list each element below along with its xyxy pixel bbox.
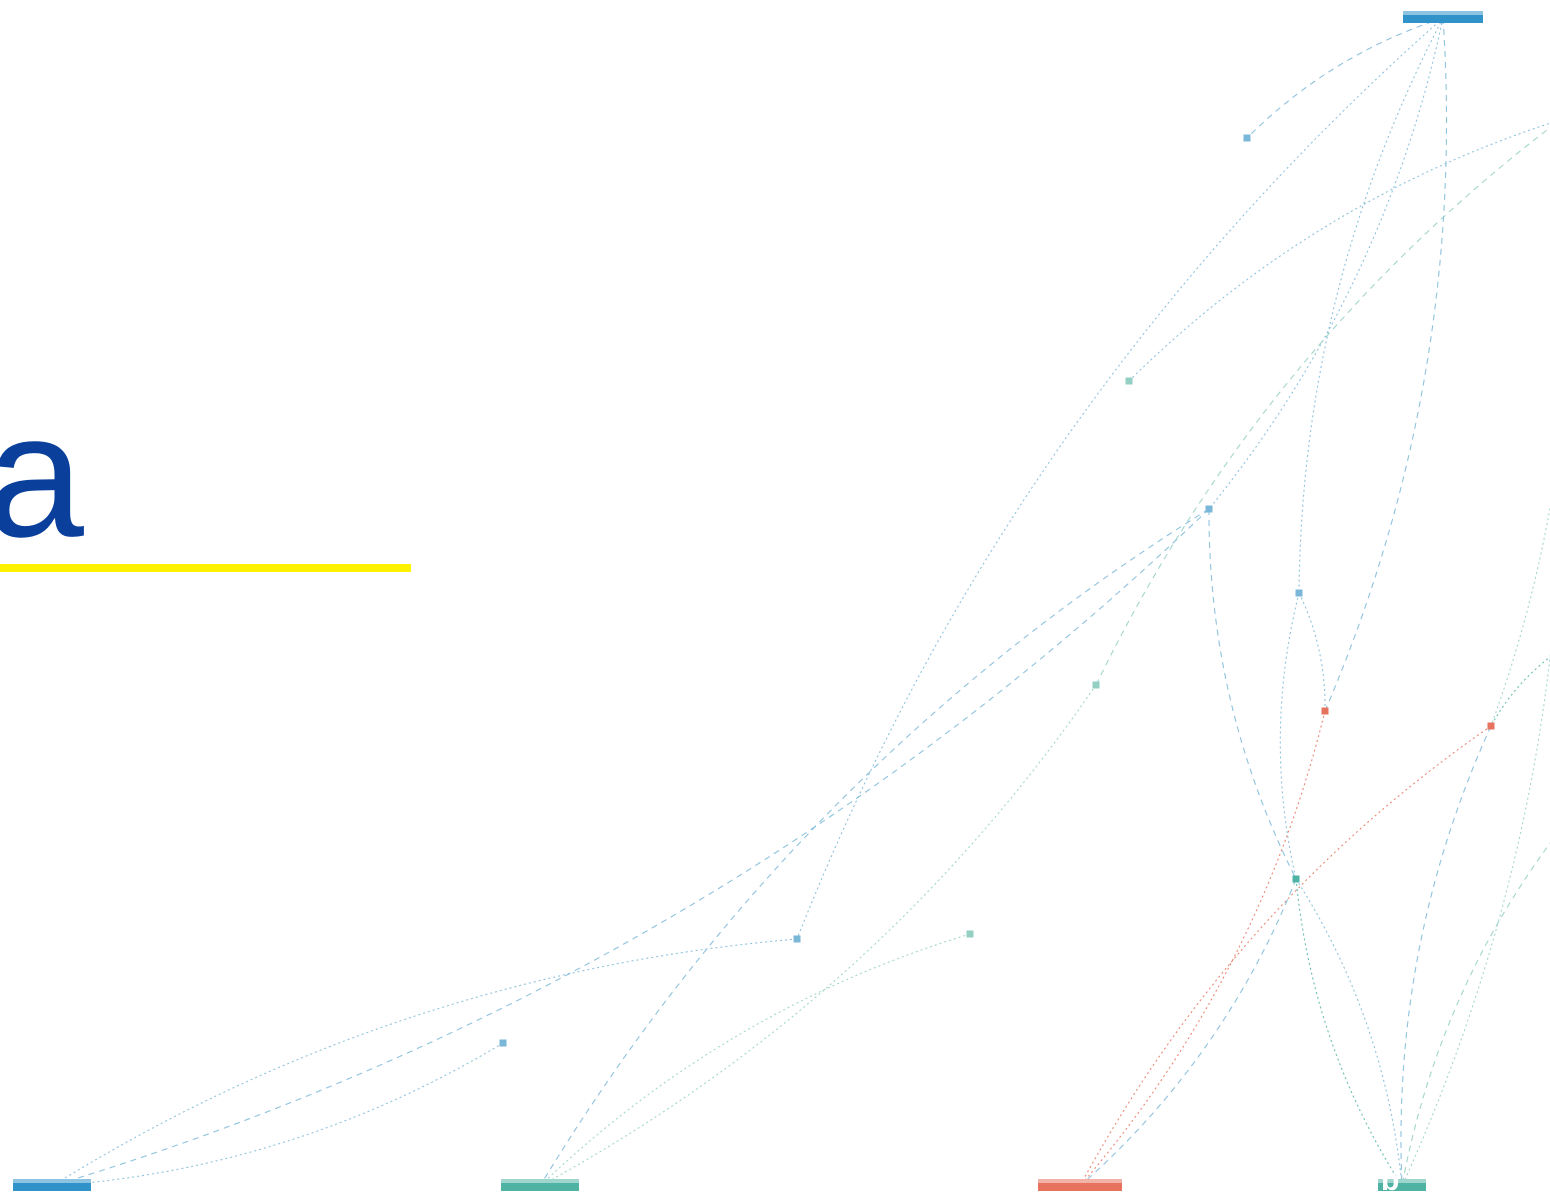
edge <box>1279 592 1300 880</box>
node-n2 <box>1125 377 1133 385</box>
edge <box>539 684 1097 1187</box>
edge <box>1298 592 1326 712</box>
edge <box>1401 652 1550 1187</box>
edge <box>1079 878 1297 1187</box>
node-n6 <box>1321 707 1329 715</box>
heading-fragment: a <box>0 378 84 574</box>
node-n1 <box>1243 134 1251 142</box>
edge <box>1295 878 1403 1187</box>
edge <box>1128 122 1550 382</box>
edge <box>51 1042 504 1187</box>
bottom-bar-4-highlight <box>1378 1179 1426 1183</box>
edge <box>1208 508 1297 880</box>
edge <box>1246 17 1444 139</box>
node-n5 <box>1092 681 1100 689</box>
node-n9 <box>966 930 974 938</box>
node-n11 <box>499 1039 507 1047</box>
top-bar-highlight <box>1403 11 1483 15</box>
edge <box>1490 656 1550 727</box>
edge <box>796 17 1444 940</box>
bottom-bar-1-highlight <box>13 1179 91 1183</box>
edge <box>51 938 798 1187</box>
node-n7 <box>1487 722 1495 730</box>
top-bar <box>1403 11 1483 23</box>
bottom-bar-3-highlight <box>1038 1179 1122 1183</box>
edge <box>1095 126 1550 686</box>
edge <box>539 508 1210 1187</box>
node-layer <box>13 11 1495 1191</box>
bottom-bar-2-highlight <box>501 1179 579 1183</box>
edge <box>1079 710 1326 1187</box>
bottom-bar-3 <box>1038 1179 1122 1191</box>
bottom-bar-4 <box>1378 1179 1426 1191</box>
bottom-bar-1 <box>13 1179 91 1191</box>
edge <box>1208 17 1444 510</box>
node-n3 <box>1205 505 1213 513</box>
bottom-bar-2 <box>501 1179 579 1191</box>
edge <box>539 933 971 1187</box>
edge <box>1295 878 1403 1187</box>
heading-underline <box>0 564 411 572</box>
edge <box>1401 842 1550 1187</box>
edge <box>51 508 1210 1187</box>
edge <box>1490 504 1550 727</box>
node-n8 <box>1292 875 1300 883</box>
node-n10 <box>793 935 801 943</box>
edge <box>1400 725 1492 1187</box>
edge <box>1298 17 1444 594</box>
edge <box>1079 725 1492 1187</box>
node-n4 <box>1295 589 1303 597</box>
edge <box>1324 17 1448 712</box>
edge-layer <box>51 17 1550 1187</box>
graph-label: b <box>1381 1164 1399 1196</box>
